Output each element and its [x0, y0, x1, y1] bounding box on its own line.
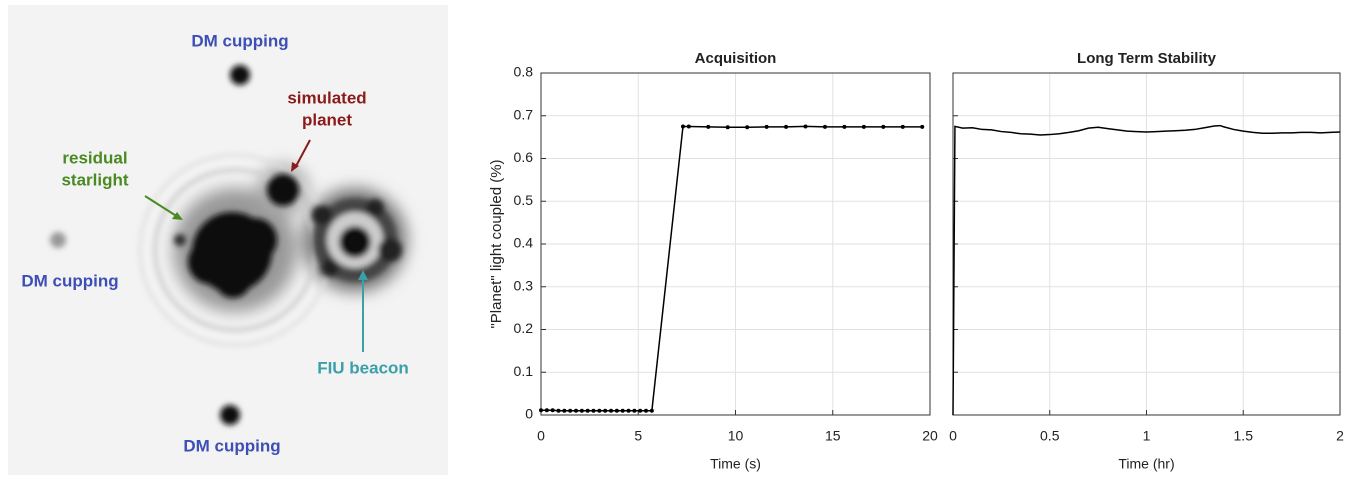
data-point: [687, 124, 691, 128]
y-tick-label: 0.5: [514, 192, 534, 208]
coronagraph-image: DM cupping DM cupping DM cupping simulat…: [8, 5, 448, 475]
y-tick-label: 0.6: [514, 149, 534, 165]
data-point: [562, 409, 566, 413]
data-point: [557, 409, 561, 413]
figure: DM cupping DM cupping DM cupping simulat…: [0, 0, 1354, 479]
data-point: [627, 409, 631, 413]
data-point: [621, 409, 625, 413]
x-tick-label: 1: [1143, 428, 1151, 444]
data-point: [574, 409, 578, 413]
data-point: [842, 125, 846, 129]
chart-title: Long Term Stability: [1077, 50, 1217, 67]
page: DM cupping DM cupping DM cupping simulat…: [0, 0, 1354, 479]
y-tick-label: 0.4: [514, 235, 534, 251]
x-tick-label: 0: [949, 428, 957, 444]
annotation: residual: [62, 148, 127, 167]
x-tick-label: 0: [537, 428, 545, 444]
data-point: [920, 125, 924, 129]
data-point: [901, 125, 905, 129]
x-tick-label: 1.5: [1234, 428, 1254, 444]
x-tick-label: 20: [922, 428, 938, 444]
x-tick-label: 2: [1336, 428, 1344, 444]
y-tick-label: 0.1: [514, 363, 534, 379]
data-point: [650, 409, 654, 413]
data-point: [765, 125, 769, 129]
data-point: [568, 409, 572, 413]
data-point: [580, 409, 584, 413]
x-tick-label: 15: [825, 428, 841, 444]
data-point: [745, 125, 749, 129]
x-axis-label: Time (hr): [1118, 456, 1174, 472]
y-tick-label: 0: [525, 406, 533, 422]
annotation: simulated: [287, 88, 366, 107]
data-point: [784, 125, 788, 129]
y-axis-label: "Planet" light coupled (%): [488, 159, 505, 328]
y-tick-label: 0.8: [514, 64, 534, 80]
x-tick-label: 5: [634, 428, 642, 444]
annotation: starlight: [61, 170, 128, 189]
data-point: [597, 409, 601, 413]
data-point: [862, 125, 866, 129]
data-point: [638, 409, 642, 413]
x-axis-label: Time (s): [710, 456, 761, 472]
y-tick-label: 0.3: [514, 277, 534, 293]
data-point: [586, 409, 590, 413]
data-point: [726, 125, 730, 129]
data-point: [603, 409, 607, 413]
annotation: FIU beacon: [317, 358, 409, 377]
data-point: [706, 125, 710, 129]
x-tick-label: 10: [728, 428, 744, 444]
data-point: [615, 409, 619, 413]
data-point: [644, 409, 648, 413]
data-point: [545, 408, 549, 412]
annotation: DM cupping: [21, 271, 118, 290]
annotation: DM cupping: [183, 436, 280, 455]
data-point: [609, 409, 613, 413]
chart-title: Acquisition: [695, 50, 777, 67]
annotation: planet: [302, 110, 352, 129]
data-point: [681, 124, 685, 128]
data-point: [551, 408, 555, 412]
annotation: DM cupping: [191, 31, 288, 50]
data-point: [539, 408, 543, 412]
data-point: [823, 125, 827, 129]
data-point: [632, 409, 636, 413]
data-point: [804, 124, 808, 128]
data-point: [592, 409, 596, 413]
y-tick-label: 0.7: [514, 106, 534, 122]
y-tick-label: 0.2: [514, 320, 534, 336]
data-point: [881, 125, 885, 129]
x-tick-label: 0.5: [1040, 428, 1060, 444]
